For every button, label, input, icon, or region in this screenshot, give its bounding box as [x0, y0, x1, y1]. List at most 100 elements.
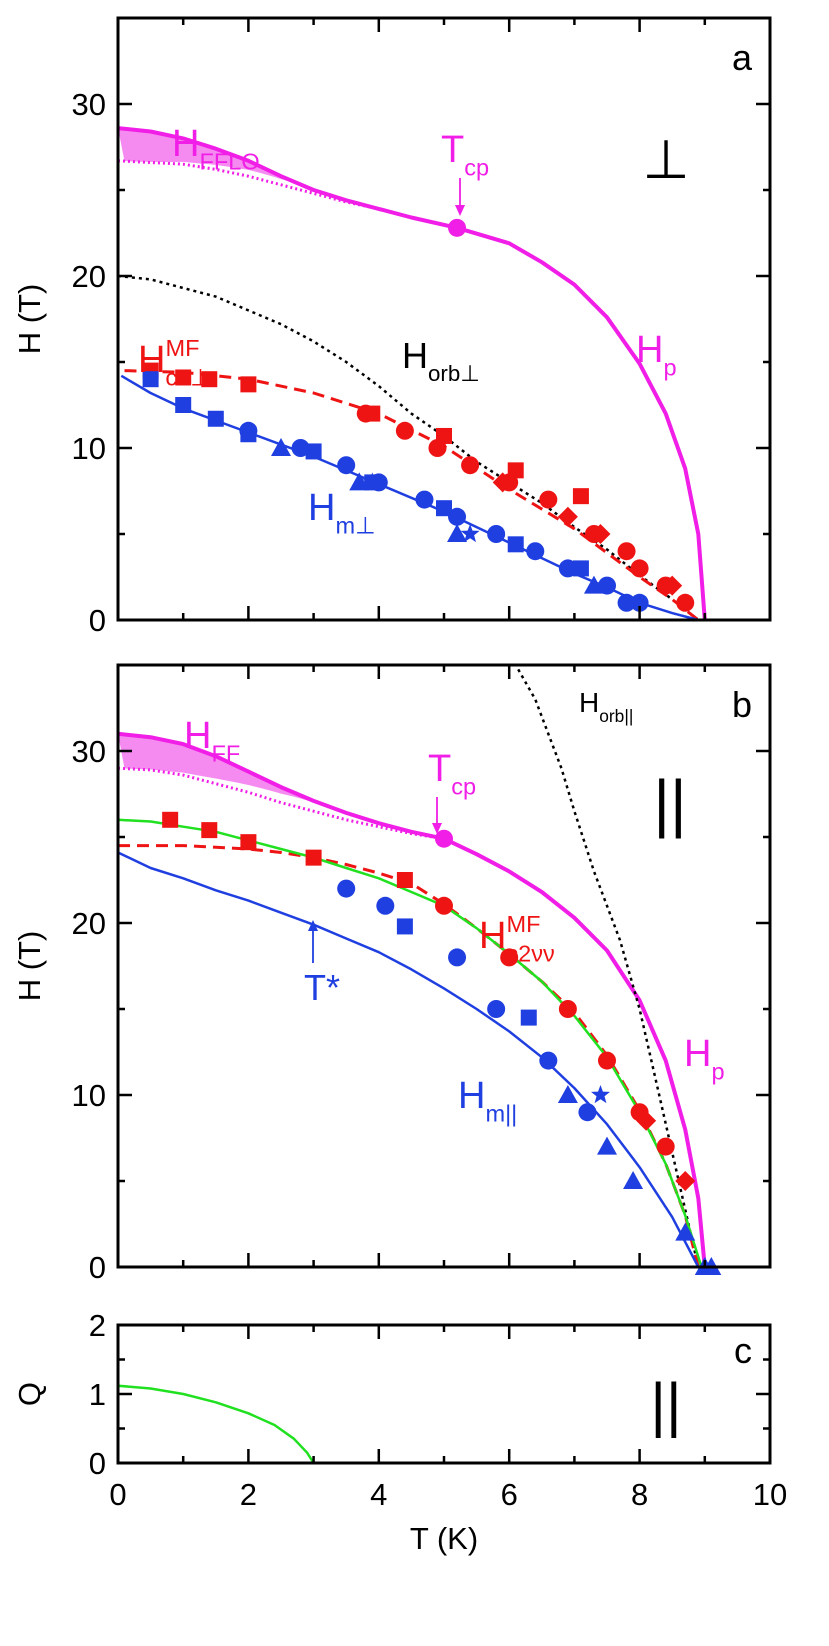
square-point — [201, 371, 218, 388]
horb-par-label: Horb|| — [579, 687, 633, 726]
circle-point — [435, 896, 453, 915]
diamond-point — [636, 1110, 657, 1131]
circle-point — [578, 1103, 597, 1122]
triangle-point — [675, 1222, 696, 1241]
hm-perp-label: Hm⊥ — [308, 487, 376, 539]
circle-point — [656, 1137, 675, 1156]
hm-par-label: Hm|| — [458, 1075, 517, 1127]
x-tick-label: 4 — [370, 1477, 387, 1512]
square-point — [305, 849, 322, 866]
series-blue-stars — [591, 1085, 610, 1104]
panel-c — [116, 1323, 772, 1465]
circle-point — [617, 593, 636, 612]
parallel-symbol-c: || — [650, 1371, 681, 1438]
circle-point — [676, 593, 695, 612]
circle-point — [630, 559, 649, 578]
y-tick-label: 2 — [89, 1308, 106, 1343]
y-tick-label: 10 — [72, 1078, 106, 1113]
tcp-label-b: Tcp — [428, 748, 476, 800]
series-blue-triangles — [271, 438, 604, 594]
hp-label-b: Hp — [684, 1033, 725, 1085]
circle-point — [376, 896, 395, 915]
y-tick-label: 20 — [72, 259, 106, 294]
curve-h-m- — [117, 851, 700, 1268]
curve-green-fit — [117, 818, 703, 1268]
square-point — [507, 536, 524, 553]
curve-h-ff — [117, 731, 445, 841]
curve-h-p — [443, 836, 707, 1268]
circle-point — [291, 439, 310, 457]
square-point — [142, 371, 159, 388]
circle-point — [598, 576, 616, 595]
circle-point — [428, 439, 447, 457]
circle-point — [558, 1000, 577, 1018]
tstar-arrow — [308, 920, 318, 963]
diamond-point — [557, 506, 578, 527]
series-T_cp-point — [435, 829, 453, 848]
star-point — [591, 1085, 610, 1104]
series-blue-squares — [396, 918, 537, 1026]
circle-point — [487, 525, 506, 543]
panel-b — [116, 663, 772, 1275]
hfflo-label: HFFLO — [172, 123, 260, 175]
square-point — [396, 918, 413, 935]
series-blue-circles — [337, 879, 597, 1122]
curve-q-green — [117, 1384, 770, 1465]
circle-point — [395, 421, 414, 440]
triangle-point — [583, 575, 604, 594]
circle-point — [617, 542, 636, 561]
circle-point — [448, 218, 467, 237]
y-tick-label: 0 — [89, 1250, 106, 1285]
hc2-par-label: HMF c2νν — [479, 911, 555, 967]
panel-label: b — [732, 684, 752, 725]
circle-point — [435, 829, 453, 848]
curve-h-orb- — [117, 274, 700, 621]
y-tick-label: 0 — [89, 1446, 106, 1481]
triangle-point — [271, 438, 291, 456]
axis-ticks — [116, 663, 772, 1269]
square-point — [162, 811, 179, 828]
x-tick-label: 6 — [501, 1477, 518, 1512]
square-point — [396, 872, 413, 888]
hff-label: HFF — [184, 715, 240, 767]
y-tick-label: 1 — [89, 1377, 106, 1412]
parallel-symbol: || — [653, 767, 686, 839]
y-tick-label: 30 — [72, 87, 106, 122]
square-point — [207, 410, 224, 427]
y-axis-label: H (T) — [12, 931, 47, 1002]
circle-point — [461, 456, 480, 475]
series-blue-stars — [362, 472, 480, 543]
square-point — [240, 376, 257, 393]
perpendicular-symbol: ⊥ — [642, 130, 689, 190]
star-point — [460, 524, 480, 543]
fflo-shaded-region — [118, 128, 314, 190]
hp-label-a: Hp — [636, 329, 677, 381]
circle-point — [239, 421, 258, 440]
circle-point — [558, 559, 577, 578]
square-point — [436, 500, 452, 517]
x-tick-label: 2 — [240, 1477, 257, 1512]
square-point — [520, 1009, 537, 1026]
triangle-point — [349, 472, 370, 491]
star-point — [362, 472, 382, 491]
square-point — [175, 369, 192, 386]
triangle-point — [557, 1085, 578, 1103]
panel-label: a — [732, 37, 753, 78]
triangle-point — [597, 1136, 617, 1155]
plot-frame — [116, 16, 772, 622]
circle-point — [448, 948, 467, 967]
tstar-label: T* — [304, 967, 340, 1008]
panel-a — [116, 16, 772, 622]
horb-perp-label: Horb⊥ — [402, 335, 480, 386]
diamond-point — [492, 472, 513, 493]
circle-point — [337, 879, 356, 898]
series-red-squares — [162, 811, 413, 888]
tcp-arrow-b — [432, 797, 442, 834]
tcp-arrow-a — [455, 178, 465, 216]
series-red-diamonds — [636, 1110, 696, 1191]
circle-point — [539, 1051, 558, 1070]
circle-point — [598, 1051, 616, 1070]
y-axis-label: Q — [12, 1382, 47, 1406]
x-tick-label: 10 — [753, 1477, 787, 1512]
